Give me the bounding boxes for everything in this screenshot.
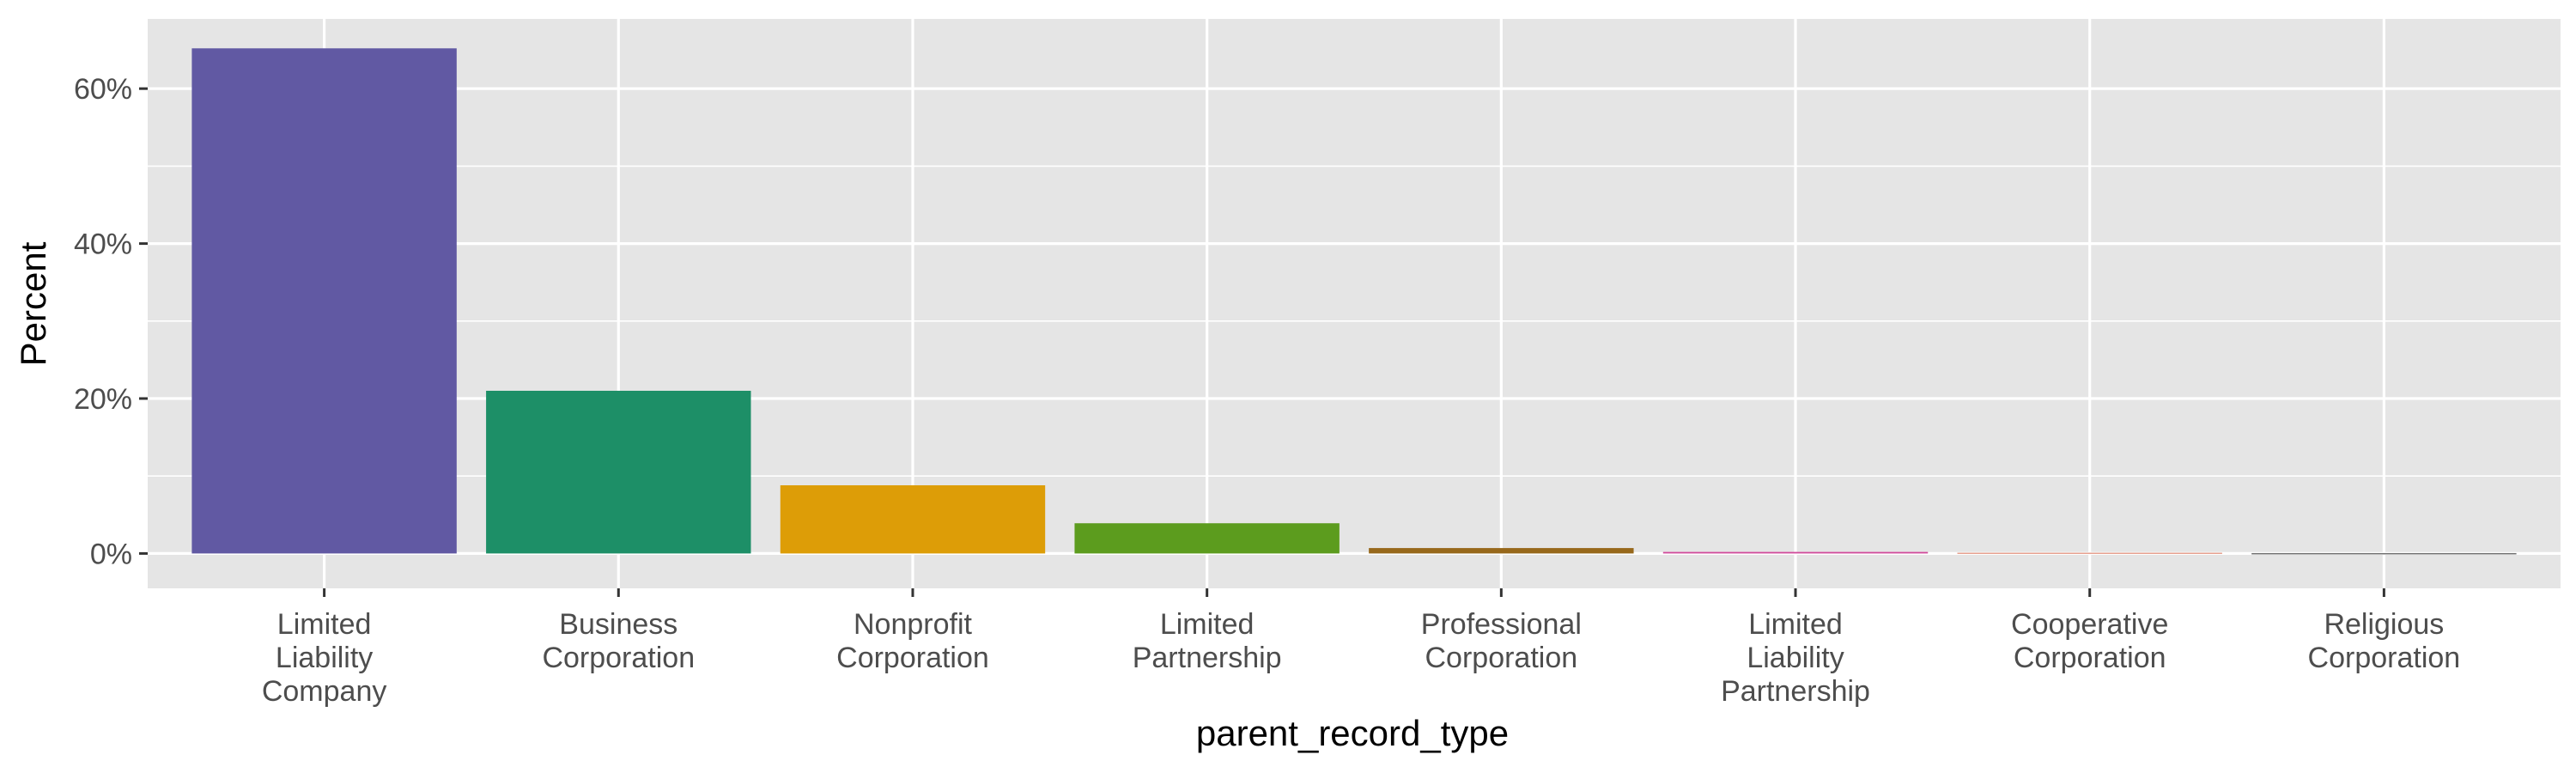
bar [486,390,751,554]
x-tick-label: Nonprofit Corporation [836,608,989,674]
bar [1369,548,1634,554]
y-axis: 0% 20% 40% 60% [74,73,148,570]
bar [1662,551,1929,554]
y-tick-label: 60% [74,73,132,106]
bars [191,48,2517,555]
bar [1957,552,2222,555]
y-tick-label: 20% [74,383,132,416]
x-tick-label: Limited Liability Partnership [1721,608,1870,708]
y-axis-title: Percent [13,241,53,366]
y-tick-label: 40% [74,228,132,261]
x-tick-label: Religious Corporation [2308,608,2461,674]
x-tick-label: Limited Partnership [1133,608,1282,674]
x-tick-label: Professional Corporation [1421,608,1582,674]
x-tick-label: Cooperative Corporation [2011,608,2168,674]
x-tick-label: Limited Liability Company [262,608,387,708]
bar [191,48,457,554]
x-axis-title: parent_record_type [1196,713,1509,753]
bar [1074,523,1340,554]
x-tick-label: Business Corporation [542,608,695,674]
x-axis: Limited Liability Company Business Corporati… [262,588,2460,708]
bar [780,485,1046,554]
y-tick-label: 0% [90,538,132,570]
bar [2251,552,2517,555]
